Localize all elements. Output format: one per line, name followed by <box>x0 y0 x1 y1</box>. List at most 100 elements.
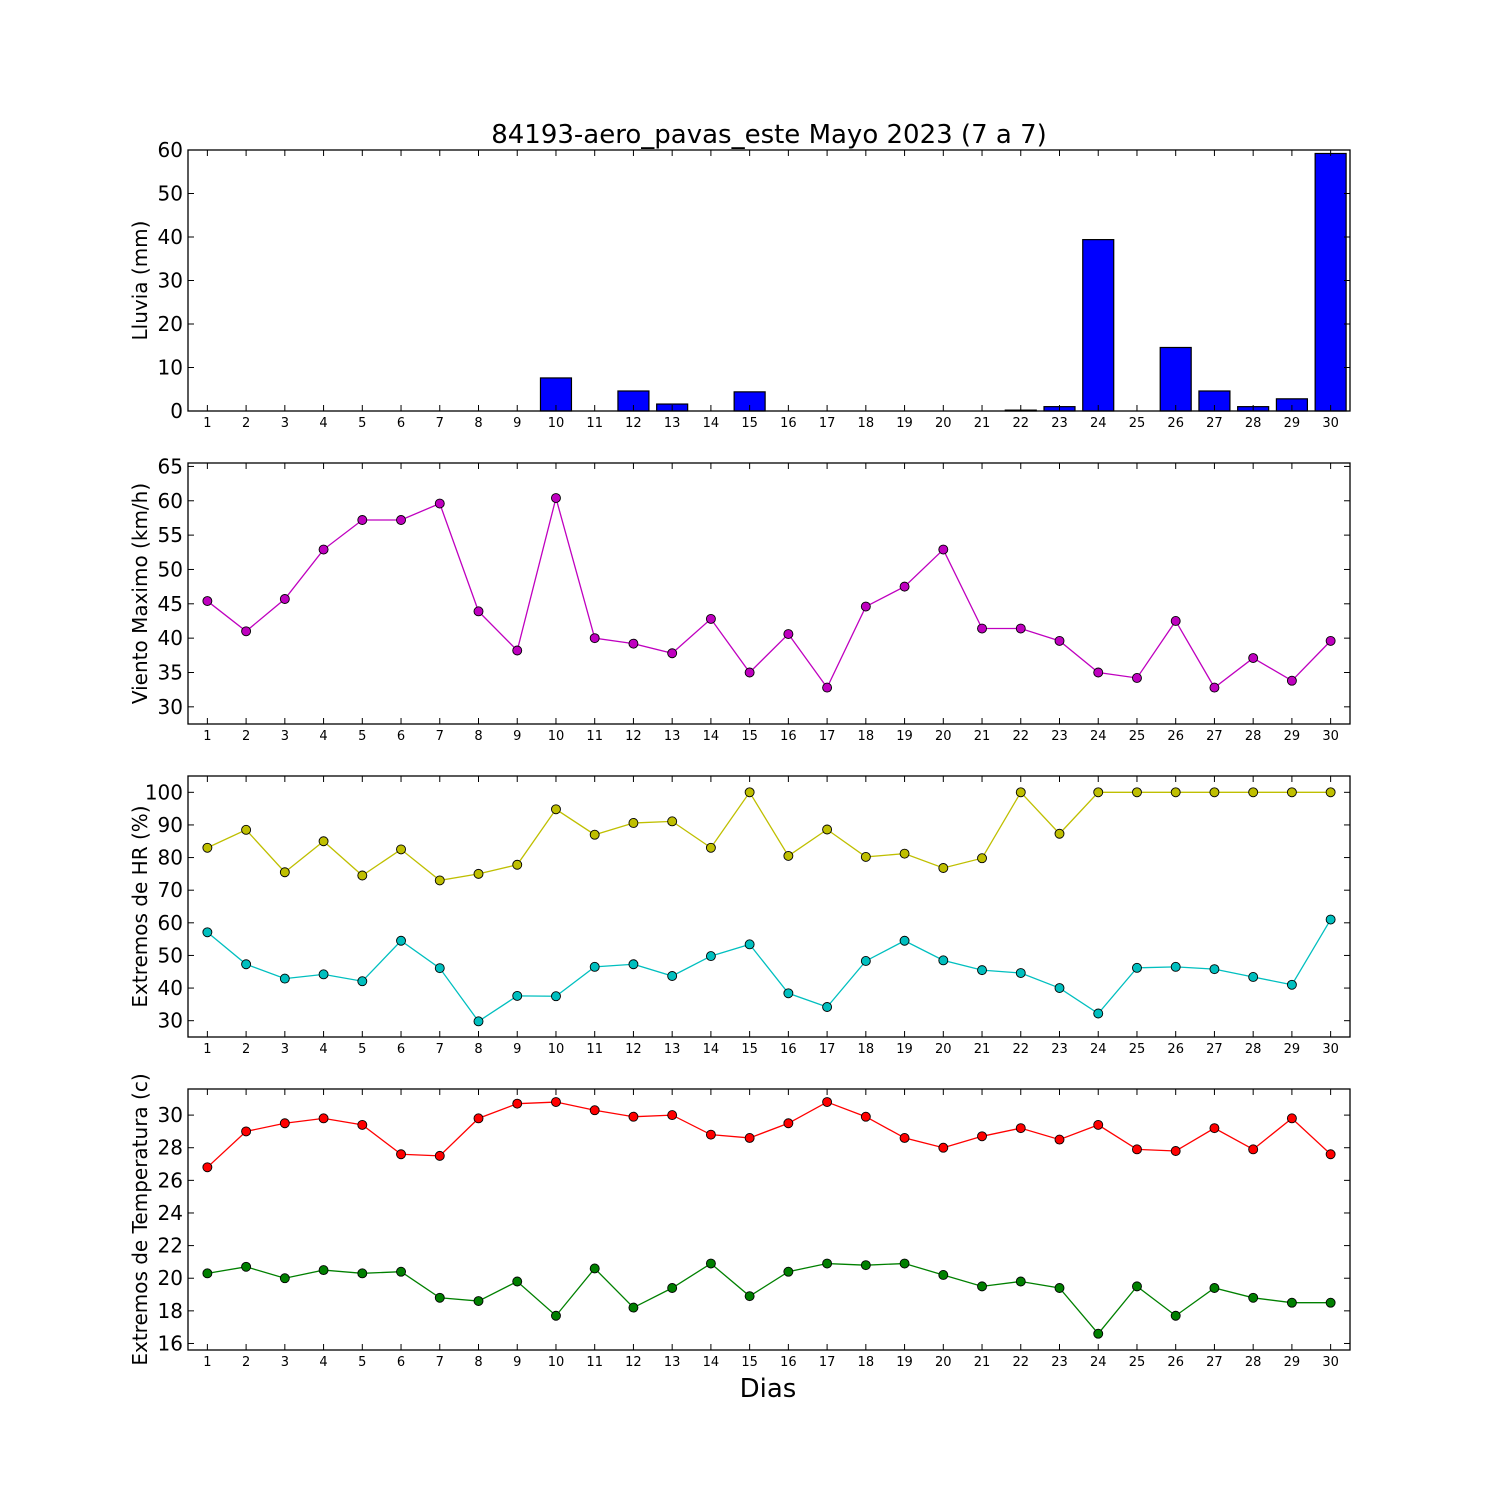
data-point <box>279 973 290 984</box>
chart-panel-1: 1 2 3 4 5 6 7 8 9 10 11 12 13 14 15 16 17 18 19 20 21 22 23 24 2… <box>128 138 1351 431</box>
x-tick-label: 3 <box>281 729 289 744</box>
x-tick-label: 21 <box>974 729 991 744</box>
data-point <box>977 853 987 864</box>
x-tick-label: 2 <box>242 1042 250 1057</box>
data-point <box>1093 667 1104 678</box>
x-tick-label: 9 <box>513 729 521 744</box>
x-tick-label: 21 <box>974 416 991 431</box>
x-tick-label: 12 <box>625 1042 642 1057</box>
data-point <box>396 935 406 946</box>
data-point <box>589 1105 600 1116</box>
data-point <box>628 818 639 828</box>
x-tick-label: 13 <box>664 1355 681 1370</box>
x-tick-label: 8 <box>474 1355 482 1370</box>
data-point <box>938 1270 949 1280</box>
data-point <box>667 816 678 827</box>
plot-frame <box>187 1088 1351 1351</box>
x-tick-label: 29 <box>1284 729 1301 744</box>
x-tick-label: 24 <box>1090 416 1107 431</box>
series-line-1 <box>206 1101 1332 1168</box>
data-point <box>1093 1119 1104 1130</box>
x-tick-label: 22 <box>1012 1042 1029 1057</box>
data-point <box>1286 1297 1297 1308</box>
y-tick-label: 30 <box>158 695 183 719</box>
y-tick-label: 0 <box>170 399 183 423</box>
data-point <box>589 961 600 972</box>
x-tick-label: 15 <box>741 1355 758 1370</box>
x-tick-label: 27 <box>1206 729 1223 744</box>
data-point <box>860 1111 871 1122</box>
data-point <box>1325 914 1336 925</box>
data-point <box>279 867 290 878</box>
data-point <box>977 1131 987 1142</box>
x-tick-label: 20 <box>935 1042 952 1057</box>
data-point <box>899 848 910 859</box>
data-point <box>589 829 600 840</box>
data-point <box>396 515 406 525</box>
series-line-2 <box>206 919 1332 1023</box>
data-point <box>434 1150 445 1161</box>
data-point <box>202 596 213 607</box>
y-tick-label: 90 <box>158 813 183 837</box>
data-point <box>667 1110 678 1121</box>
data-point <box>1209 1283 1220 1293</box>
data-point <box>1132 787 1142 798</box>
chart-panel-2: 1 2 3 4 5 6 7 8 9 10 11 12 13 14 15 16 17 18 19 20 21 22 23 24 2… <box>128 454 1351 744</box>
x-tick-label: 6 <box>397 416 405 431</box>
data-point <box>589 1263 600 1274</box>
x-tick-label: 1 <box>203 1355 211 1370</box>
x-tick-label: 27 <box>1206 416 1223 431</box>
data-point <box>1248 653 1259 664</box>
data-point <box>822 1258 833 1269</box>
x-tick-label: 4 <box>319 1355 327 1370</box>
x-tick-label: 8 <box>474 1042 482 1057</box>
data-point <box>899 581 910 592</box>
x-tick-label: 27 <box>1206 1042 1223 1057</box>
y-tick-label: 24 <box>158 1201 183 1225</box>
data-point <box>357 870 368 881</box>
data-point <box>705 1258 716 1269</box>
x-tick-label: 29 <box>1284 1355 1301 1370</box>
y-tick-label: 100 <box>145 780 183 804</box>
data-point <box>899 1258 910 1269</box>
data-point <box>241 1126 252 1137</box>
data-point <box>551 1310 561 1321</box>
data-point <box>357 1268 368 1279</box>
data-point <box>783 850 794 861</box>
x-tick-label: 4 <box>319 416 327 431</box>
data-point <box>512 1276 523 1287</box>
x-tick-label: 1 <box>203 1042 211 1057</box>
y-axis-label: Lluvia (mm) <box>128 221 152 341</box>
x-tick-label: 17 <box>819 1355 836 1370</box>
data-point <box>1054 828 1065 839</box>
x-tick-label: 9 <box>513 416 521 431</box>
data-point <box>551 991 561 1002</box>
data-point <box>1286 675 1297 686</box>
data-point <box>860 1260 871 1271</box>
x-tick-label: 5 <box>358 1355 366 1370</box>
data-point <box>1132 1281 1142 1292</box>
x-tick-label: 23 <box>1051 416 1068 431</box>
data-point <box>318 544 329 555</box>
data-point <box>860 851 871 862</box>
x-tick-label: 28 <box>1245 729 1262 744</box>
data-point <box>977 1281 987 1292</box>
x-tick-label: 11 <box>586 729 603 744</box>
data-point <box>473 1016 484 1027</box>
data-point <box>1170 961 1181 972</box>
x-tick-label: 8 <box>474 729 482 744</box>
chart-panel-3: 1 2 3 4 5 6 7 8 9 10 11 12 13 14 15 16 17 18 19 20 21 22 23 24 2… <box>128 775 1351 1057</box>
data-point <box>1015 623 1026 634</box>
data-point <box>1170 787 1181 798</box>
data-point <box>1286 787 1297 798</box>
data-point <box>1325 1149 1336 1160</box>
x-tick-label: 19 <box>896 416 913 431</box>
data-point <box>705 1129 716 1140</box>
x-tick-label: 22 <box>1012 1355 1029 1370</box>
data-point <box>202 1162 213 1173</box>
data-point <box>783 1118 794 1129</box>
data-point <box>1015 1276 1026 1287</box>
data-point <box>241 959 252 970</box>
data-point <box>628 1302 639 1313</box>
data-point <box>1286 979 1297 990</box>
